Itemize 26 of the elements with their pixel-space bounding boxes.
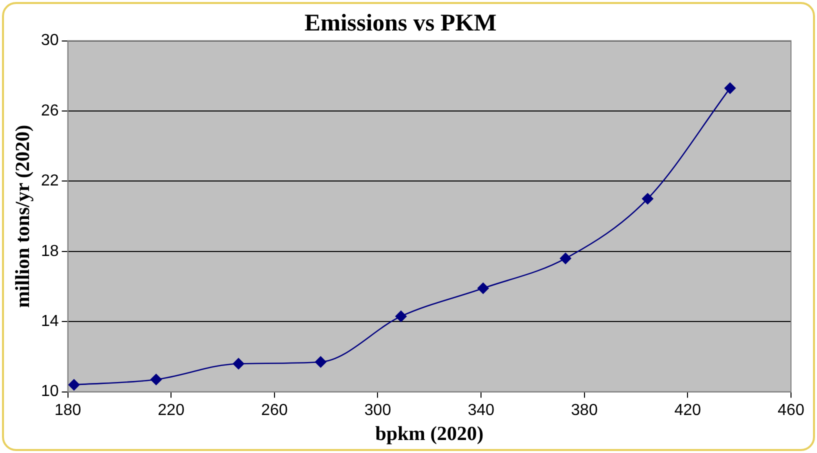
- x-tick-label: 180: [54, 402, 82, 419]
- point: [560, 252, 572, 264]
- chart-title: Emissions vs PKM: [304, 10, 497, 37]
- point: [68, 379, 80, 390]
- x-tick-label: 260: [261, 402, 288, 419]
- y-tick-label: 10: [41, 383, 59, 400]
- x-tick-label: 420: [674, 402, 702, 419]
- point: [315, 356, 326, 368]
- x-tick-label: 300: [364, 402, 392, 419]
- y-tick-label: 14: [41, 313, 59, 330]
- x-tick-label: 380: [571, 402, 598, 419]
- point: [150, 374, 162, 386]
- point: [395, 310, 407, 322]
- x-tick-label: 460: [778, 402, 804, 419]
- y-tick-label: 22: [41, 172, 59, 190]
- y-tick-label: 18: [41, 242, 59, 260]
- x-tick-label: 220: [158, 402, 185, 419]
- point: [724, 82, 736, 94]
- y-tick-label: 30: [41, 32, 59, 50]
- point: [642, 193, 654, 204]
- x-axis-title: bpkm (2020): [375, 423, 484, 446]
- point: [232, 358, 244, 370]
- point: [477, 282, 489, 294]
- y-axis-title: million tons/yr (2020): [12, 124, 34, 308]
- x-tick-label: 340: [468, 402, 494, 419]
- y-tick-label: 26: [41, 102, 59, 120]
